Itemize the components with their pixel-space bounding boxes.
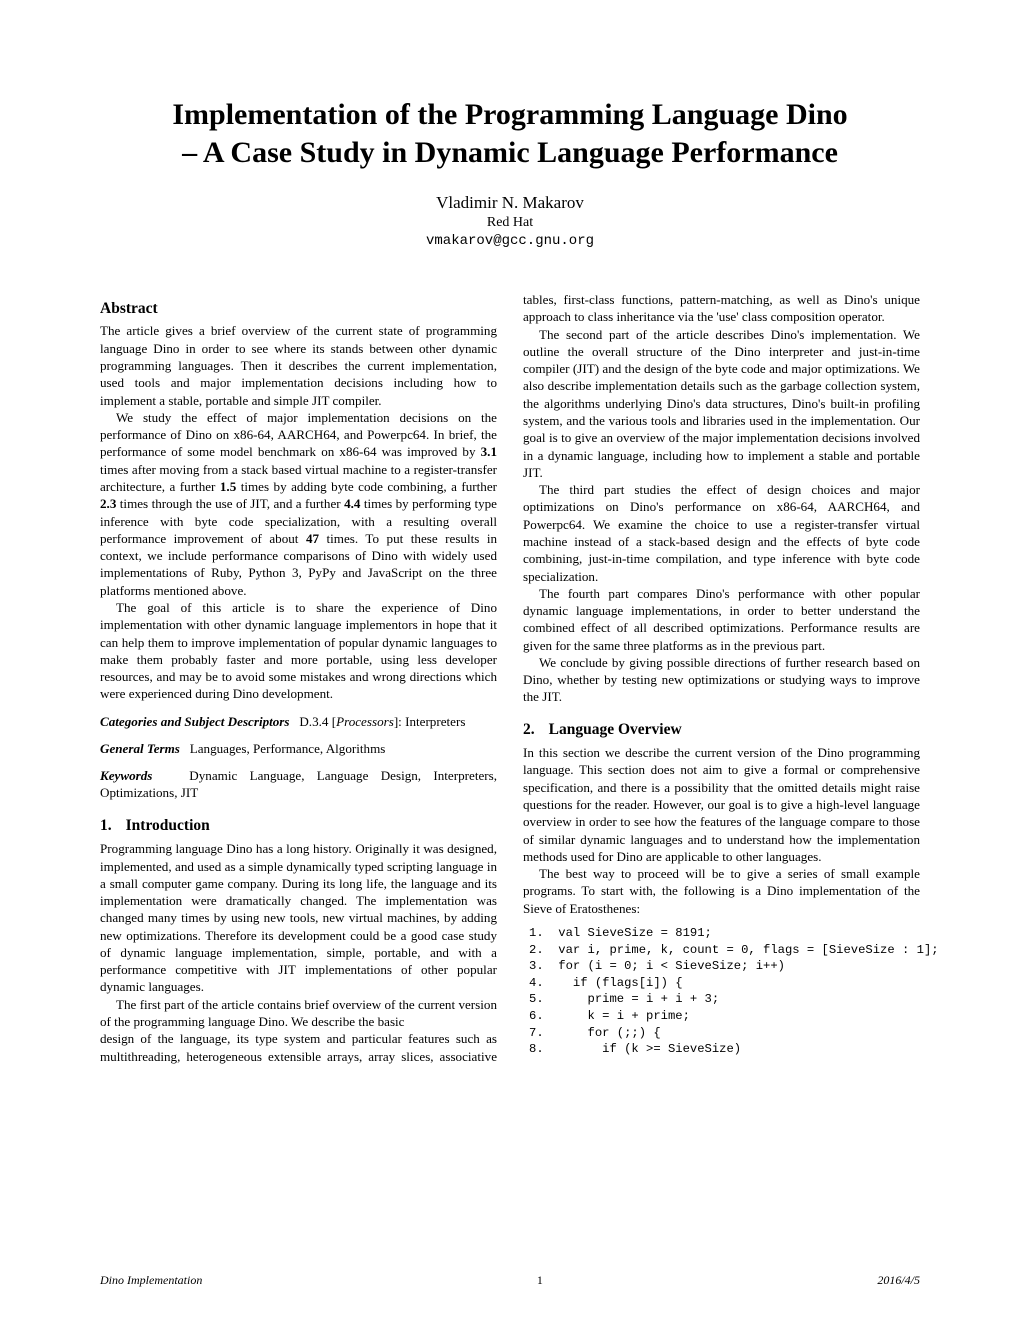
abstract-p2c: times by adding byte code combining, a f… [236, 479, 497, 494]
bold-1.5: 1.5 [220, 479, 236, 494]
section-1-heading: 1. Introduction [100, 816, 497, 836]
section-1-title: Introduction [126, 817, 210, 834]
body-columns: Abstract The article gives a brief overv… [100, 291, 920, 1065]
col2-p2: The second part of the article describes… [523, 326, 920, 482]
bold-47: 47 [306, 531, 319, 546]
section-1-num: 1. [100, 816, 112, 836]
s1-p2: The first part of the article contains b… [100, 996, 497, 1031]
categories-area: Processors [336, 714, 394, 729]
section-2-num: 2. [523, 720, 535, 740]
s1-p1: Programming language Dino has a long his… [100, 840, 497, 996]
s2-p2: The best way to proceed will be to give … [523, 865, 920, 917]
code-line-2: 2. var i, prime, k, count = 0, flags = [… [529, 943, 939, 957]
categories-code: D.3.4 [299, 714, 331, 729]
bold-3.1: 3.1 [481, 444, 497, 459]
abstract-p2d: times through the use of JIT, and a furt… [116, 496, 344, 511]
bold-4.4: 4.4 [344, 496, 360, 511]
title-line-2: – A Case Study in Dynamic Language Perfo… [182, 136, 838, 169]
terms-label: General Terms [100, 741, 180, 756]
section-2-title: Language Overview [549, 721, 682, 738]
paper-title: Implementation of the Programming Langua… [100, 96, 920, 171]
code-line-3: 3. for (i = 0; i < SieveSize; i++) [529, 959, 785, 973]
code-line-4: 4. if (flags[i]) { [529, 976, 683, 990]
code-listing: 1. val SieveSize = 8191; 2. var i, prime… [529, 925, 920, 1058]
title-line-1: Implementation of the Programming Langua… [172, 98, 847, 131]
bold-2.3: 2.3 [100, 496, 116, 511]
col2-p5: We conclude by giving possible direction… [523, 654, 920, 706]
code-line-8: 8. if (k >= SieveSize) [529, 1042, 741, 1056]
abstract-p2a: We study the effect of major implementat… [100, 410, 497, 460]
code-line-1: 1. val SieveSize = 8191; [529, 926, 712, 940]
categories-line: Categories and Subject Descriptors D.3.4… [100, 713, 497, 730]
abstract-p2: We study the effect of major implementat… [100, 409, 497, 599]
col2-p3: The third part studies the effect of des… [523, 481, 920, 585]
keywords-value: Dynamic Language, Language Design, Inter… [100, 768, 497, 800]
code-line-5: 5. prime = i + i + 3; [529, 992, 719, 1006]
affiliation: Red Hat [100, 215, 920, 231]
page: Implementation of the Programming Langua… [0, 0, 1020, 1105]
page-footer: Dino Implementation 1 2016/4/5 [100, 1273, 920, 1288]
section-2-heading: 2. Language Overview [523, 720, 920, 740]
terms-value: Languages, Performance, Algorithms [190, 741, 386, 756]
keywords-label: Keywords [100, 768, 152, 783]
author-email: vmakarov@gcc.gnu.org [100, 233, 920, 249]
categories-tail: ]: Interpreters [394, 714, 466, 729]
terms-line: General Terms Languages, Performance, Al… [100, 740, 497, 757]
code-line-7: 7. for (;;) { [529, 1026, 661, 1040]
categories-label: Categories and Subject Descriptors [100, 714, 290, 729]
abstract-p3: The goal of this article is to share the… [100, 599, 497, 703]
s2-p1: In this section we describe the current … [523, 744, 920, 865]
abstract-heading: Abstract [100, 299, 497, 319]
keywords-line: Keywords Dynamic Language, Language Desi… [100, 767, 497, 802]
footer-page-number: 1 [537, 1273, 543, 1288]
footer-date: 2016/4/5 [877, 1273, 920, 1288]
code-line-6: 6. k = i + prime; [529, 1009, 690, 1023]
author-name: Vladimir N. Makarov [100, 193, 920, 213]
footer-left: Dino Implementation [100, 1273, 202, 1288]
abstract-p1: The article gives a brief overview of th… [100, 322, 497, 408]
col2-p4: The fourth part compares Dino's performa… [523, 585, 920, 654]
